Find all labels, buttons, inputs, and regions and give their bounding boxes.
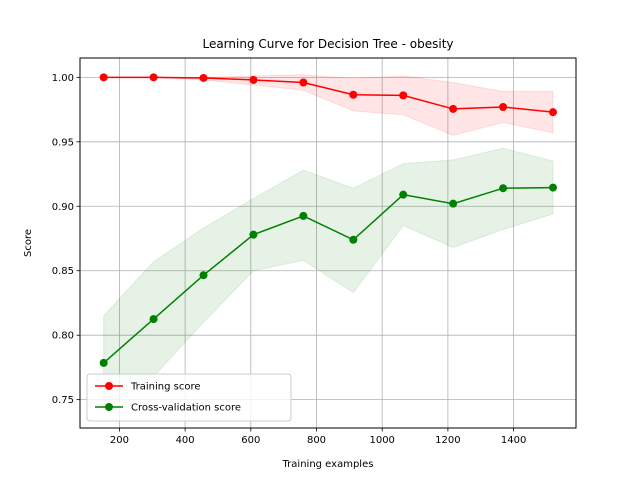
series-0-point [399,91,408,100]
series-1-line [103,186,554,364]
y-tick-label: 0.80 [52,331,74,342]
legend: Training score Cross-validation score [86,373,292,422]
x-tick-label: 1000 [369,435,394,446]
series-1-point [249,230,258,239]
series-0-point [149,73,158,82]
series-0-point [549,108,558,117]
y-tick-label: 0.85 [52,266,74,277]
x-tick-label: 200 [110,435,129,446]
series-1-point [349,235,358,244]
chart-title: Learning Curve for Decision Tree - obesi… [202,37,453,51]
legend-swatch-marker [105,403,113,411]
series-1-point [549,183,558,192]
series-0-point [299,78,308,87]
series-0-line [103,76,554,113]
y-tick-label: 0.75 [52,395,74,406]
series-1-point [399,190,408,199]
legend-box [86,373,292,422]
series-0-point [249,75,258,84]
series-0-point [199,73,208,82]
series-1-band [103,147,554,411]
x-tick-label: 400 [176,435,195,446]
y-tick-label: 1.00 [52,73,74,84]
series-1-point [299,211,308,220]
series-lines [103,76,554,364]
series-1-point [499,184,508,193]
series-0-point [349,90,358,99]
series-0-point [449,104,458,113]
series-1-point [199,271,208,280]
x-tick-label: 1400 [501,435,526,446]
y-tick-label: 0.90 [52,202,74,213]
series-1-point [449,199,458,208]
x-tick-label: 800 [307,435,326,446]
y-axis-label: Score [23,229,34,257]
x-axis-ticks: 200 400 600 800 1000 1200 1400 [110,428,526,446]
series-1-point [99,358,108,367]
x-tick-label: 1200 [435,435,460,446]
plot-frame [79,57,577,429]
series-0-point [499,102,508,111]
y-axis-ticks: 0.75 0.80 0.85 0.90 0.95 1.00 [52,73,80,406]
legend-swatch-marker [105,382,113,390]
x-axis-label: Training examples [282,459,374,470]
series-0-point [99,73,108,82]
legend-label: Training score [130,382,201,393]
series-points [99,73,558,367]
series-1-point [149,315,158,324]
x-tick-label: 600 [241,435,260,446]
legend-label: Cross-validation score [131,403,241,414]
y-tick-label: 0.95 [52,137,74,148]
